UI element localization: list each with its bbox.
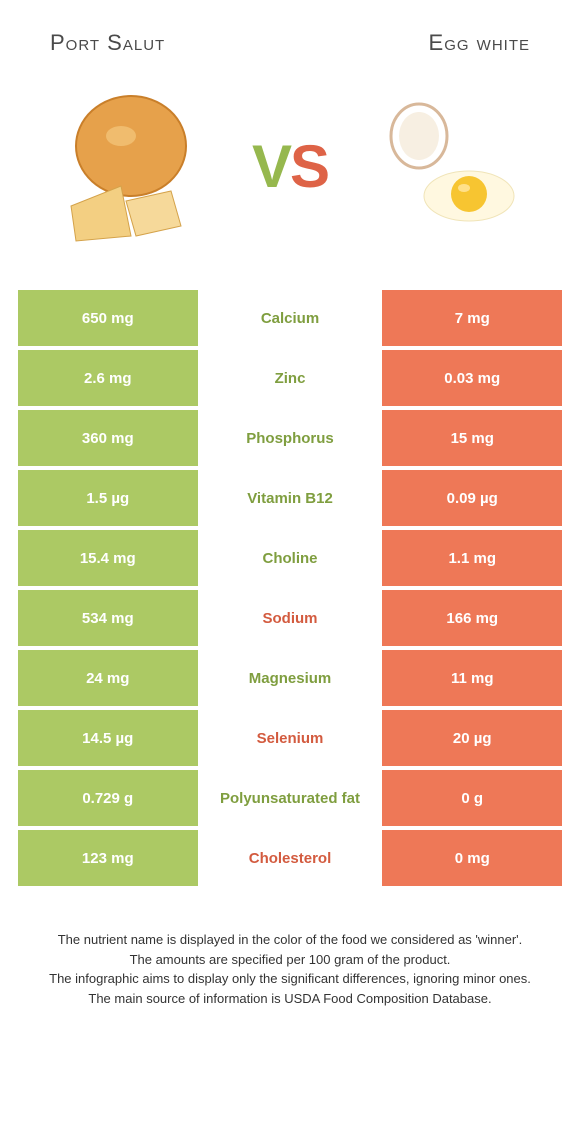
header: Port Salut Egg white xyxy=(0,0,580,66)
table-row: 360 mgPhosphorus15 mg xyxy=(18,410,562,466)
nutrient-label: Choline xyxy=(198,530,383,586)
nutrient-label: Vitamin B12 xyxy=(198,470,383,526)
right-value: 7 mg xyxy=(382,290,562,346)
left-value: 360 mg xyxy=(18,410,198,466)
right-value: 11 mg xyxy=(382,650,562,706)
right-value: 166 mg xyxy=(382,590,562,646)
left-value: 0.729 g xyxy=(18,770,198,826)
left-value: 650 mg xyxy=(18,290,198,346)
footer-notes: The nutrient name is displayed in the co… xyxy=(0,890,580,1008)
left-value: 1.5 µg xyxy=(18,470,198,526)
left-food-title: Port Salut xyxy=(50,30,165,56)
nutrient-table: 650 mgCalcium7 mg2.6 mgZinc0.03 mg360 mg… xyxy=(18,286,562,890)
left-value: 24 mg xyxy=(18,650,198,706)
footer-line: The infographic aims to display only the… xyxy=(40,969,540,989)
left-value: 123 mg xyxy=(18,830,198,886)
left-value: 534 mg xyxy=(18,590,198,646)
vs-label: VS xyxy=(252,132,328,201)
right-value: 1.1 mg xyxy=(382,530,562,586)
right-value: 15 mg xyxy=(382,410,562,466)
nutrient-label: Calcium xyxy=(198,290,383,346)
nutrient-label: Cholesterol xyxy=(198,830,383,886)
table-row: 2.6 mgZinc0.03 mg xyxy=(18,350,562,406)
vs-s: S xyxy=(290,133,328,200)
table-row: 123 mgCholesterol0 mg xyxy=(18,830,562,886)
nutrient-label: Polyunsaturated fat xyxy=(198,770,383,826)
table-row: 534 mgSodium166 mg xyxy=(18,590,562,646)
right-food-title: Egg white xyxy=(429,30,530,56)
nutrient-label: Phosphorus xyxy=(198,410,383,466)
nutrient-label: Magnesium xyxy=(198,650,383,706)
table-row: 15.4 mgCholine1.1 mg xyxy=(18,530,562,586)
footer-line: The amounts are specified per 100 gram o… xyxy=(40,950,540,970)
footer-line: The nutrient name is displayed in the co… xyxy=(40,930,540,950)
left-food-image xyxy=(51,86,211,246)
right-value: 0.03 mg xyxy=(382,350,562,406)
right-food-image xyxy=(369,86,529,246)
right-value: 0.09 µg xyxy=(382,470,562,526)
table-row: 650 mgCalcium7 mg xyxy=(18,290,562,346)
right-value: 20 µg xyxy=(382,710,562,766)
nutrient-label: Zinc xyxy=(198,350,383,406)
nutrient-tbody: 650 mgCalcium7 mg2.6 mgZinc0.03 mg360 mg… xyxy=(18,290,562,886)
right-value: 0 g xyxy=(382,770,562,826)
nutrient-label: Sodium xyxy=(198,590,383,646)
left-value: 15.4 mg xyxy=(18,530,198,586)
footer-line: The main source of information is USDA F… xyxy=(40,989,540,1009)
vs-v: V xyxy=(252,133,290,200)
right-value: 0 mg xyxy=(382,830,562,886)
left-value: 14.5 µg xyxy=(18,710,198,766)
table-row: 14.5 µgSelenium20 µg xyxy=(18,710,562,766)
table-row: 24 mgMagnesium11 mg xyxy=(18,650,562,706)
left-value: 2.6 mg xyxy=(18,350,198,406)
table-row: 1.5 µgVitamin B120.09 µg xyxy=(18,470,562,526)
table-row: 0.729 gPolyunsaturated fat0 g xyxy=(18,770,562,826)
hero-row: VS xyxy=(0,66,580,286)
nutrient-label: Selenium xyxy=(198,710,383,766)
